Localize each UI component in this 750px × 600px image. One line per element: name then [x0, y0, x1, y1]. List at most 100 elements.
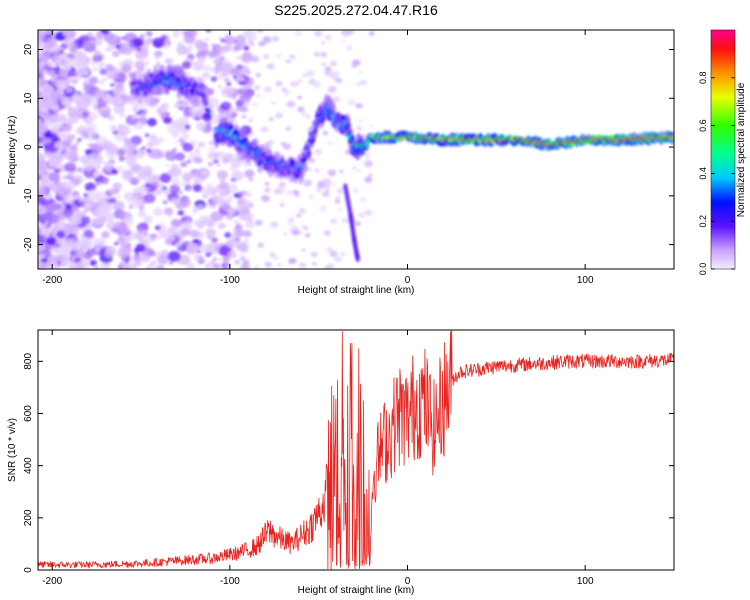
- heatmap-cell: [289, 54, 296, 60]
- heatmap-cell: [55, 182, 64, 190]
- snr-x-label: Height of straight line (km): [298, 585, 415, 596]
- heatmap-cell: [297, 106, 305, 113]
- heatmap-cell: [286, 189, 294, 196]
- heatmap-cell: [114, 222, 122, 228]
- snr-series-line: [38, 330, 674, 570]
- heatmap-cell: [45, 203, 57, 213]
- heatmap-cell: [121, 64, 132, 73]
- heatmap-cell: [50, 54, 62, 64]
- heatmap-cell: [206, 220, 215, 228]
- heatmap-cell: [47, 70, 55, 77]
- heatmap-cell: [321, 41, 325, 45]
- heatmap-cell: [294, 30, 303, 37]
- x-tick-label: 100: [577, 576, 594, 587]
- heatmap-cell: [275, 80, 283, 87]
- heatmap-cell: [69, 265, 75, 269]
- heatmap-cell: [115, 44, 121, 49]
- heatmap-cell: [205, 30, 211, 33]
- heatmap-cell: [327, 169, 337, 177]
- heatmap-cell: [269, 252, 276, 258]
- heatmap-cell: [90, 142, 104, 154]
- heatmap-cell: [154, 225, 161, 231]
- heatmap-cell: [92, 55, 100, 62]
- heatmap-cell: [104, 165, 112, 172]
- heatmap-cell: [329, 60, 338, 67]
- heatmap-cell: [58, 188, 70, 198]
- heatmap-cell: [222, 202, 229, 208]
- heatmap-cell: [330, 218, 338, 225]
- heatmap-cell: [352, 166, 357, 170]
- heatmap-cell: [275, 112, 283, 119]
- heatmap-cell: [89, 259, 97, 267]
- heatmap-cell: [143, 108, 148, 113]
- heatmap-cell: [357, 70, 363, 74]
- heatmap-cell: [204, 93, 210, 104]
- heatmap-cell: [65, 174, 73, 180]
- heatmap-cell: [254, 85, 261, 90]
- heatmap-cell: [286, 59, 291, 64]
- heatmap-cell: [212, 257, 218, 261]
- heatmap-cell: [364, 160, 373, 168]
- heatmap-cell: [38, 253, 45, 260]
- heatmap-cell: [94, 266, 100, 269]
- y-tick-label: 10: [23, 92, 34, 104]
- heatmap-cell: [223, 88, 230, 94]
- heatmap-cell: [225, 238, 237, 249]
- heatmap-cell: [360, 197, 366, 202]
- heatmap-cell: [84, 182, 96, 192]
- y-tick-label: 0: [23, 567, 34, 573]
- heatmap-cell: [254, 266, 259, 269]
- heatmap-cell: [245, 220, 255, 229]
- heatmap-cell: [355, 256, 360, 263]
- heatmap-cell: [319, 205, 328, 212]
- heatmap-cell: [235, 241, 247, 251]
- heatmap-cell: [99, 201, 112, 212]
- snr-x-ticks: -200 -100 0 100: [42, 330, 594, 587]
- heatmap-cell: [79, 239, 92, 250]
- heatmap-cell: [118, 224, 130, 235]
- heatmap-cell: [167, 227, 176, 235]
- heatmap-cell: [172, 132, 179, 138]
- heatmap-cell: [146, 118, 157, 127]
- heatmap-cell: [301, 248, 306, 252]
- heatmap-cell: [137, 210, 146, 218]
- heatmap-cell: [117, 60, 124, 67]
- spectrogram-frame: [37, 29, 675, 270]
- heatmap-ridge: [129, 64, 674, 263]
- heatmap-cell: [205, 229, 216, 238]
- heatmap-cell: [119, 43, 134, 55]
- heatmap-cell: [156, 61, 161, 65]
- heatmap-cell: [218, 55, 226, 61]
- heatmap-cell: [134, 232, 144, 240]
- heatmap-cell: [94, 191, 108, 203]
- heatmap-cell: [70, 245, 78, 251]
- heatmap-cell: [146, 263, 156, 269]
- heatmap-cell: [134, 151, 144, 159]
- heatmap-cell: [207, 151, 218, 160]
- heatmap-cell: [261, 126, 269, 133]
- heatmap-cell: [224, 35, 236, 45]
- heatmap-cell: [240, 257, 244, 261]
- heatmap-cell: [229, 165, 238, 172]
- heatmap-cell: [59, 128, 64, 132]
- heatmap-cell: [48, 254, 56, 261]
- heatmap-cell: [127, 143, 138, 152]
- heatmap-cell: [235, 224, 243, 232]
- heatmap-cell: [178, 190, 184, 195]
- heatmap-cell: [175, 139, 180, 143]
- x-tick-label: -100: [220, 576, 240, 587]
- heatmap-cell: [72, 50, 84, 61]
- heatmap-cell: [143, 215, 154, 224]
- heatmap-cell: [54, 249, 60, 254]
- heatmap-cell: [86, 154, 94, 160]
- heatmap-cell: [150, 238, 155, 243]
- heatmap-cell: [181, 86, 185, 90]
- heatmap-cell: [266, 63, 275, 70]
- heatmap-cell: [51, 104, 59, 111]
- heatmap-cell: [302, 162, 308, 173]
- heatmap-cell: [192, 184, 203, 193]
- x-tick-label: 0: [405, 576, 411, 587]
- heatmap-cell: [329, 72, 339, 80]
- heatmap-cell: [210, 210, 224, 222]
- heatmap-cell: [264, 261, 272, 268]
